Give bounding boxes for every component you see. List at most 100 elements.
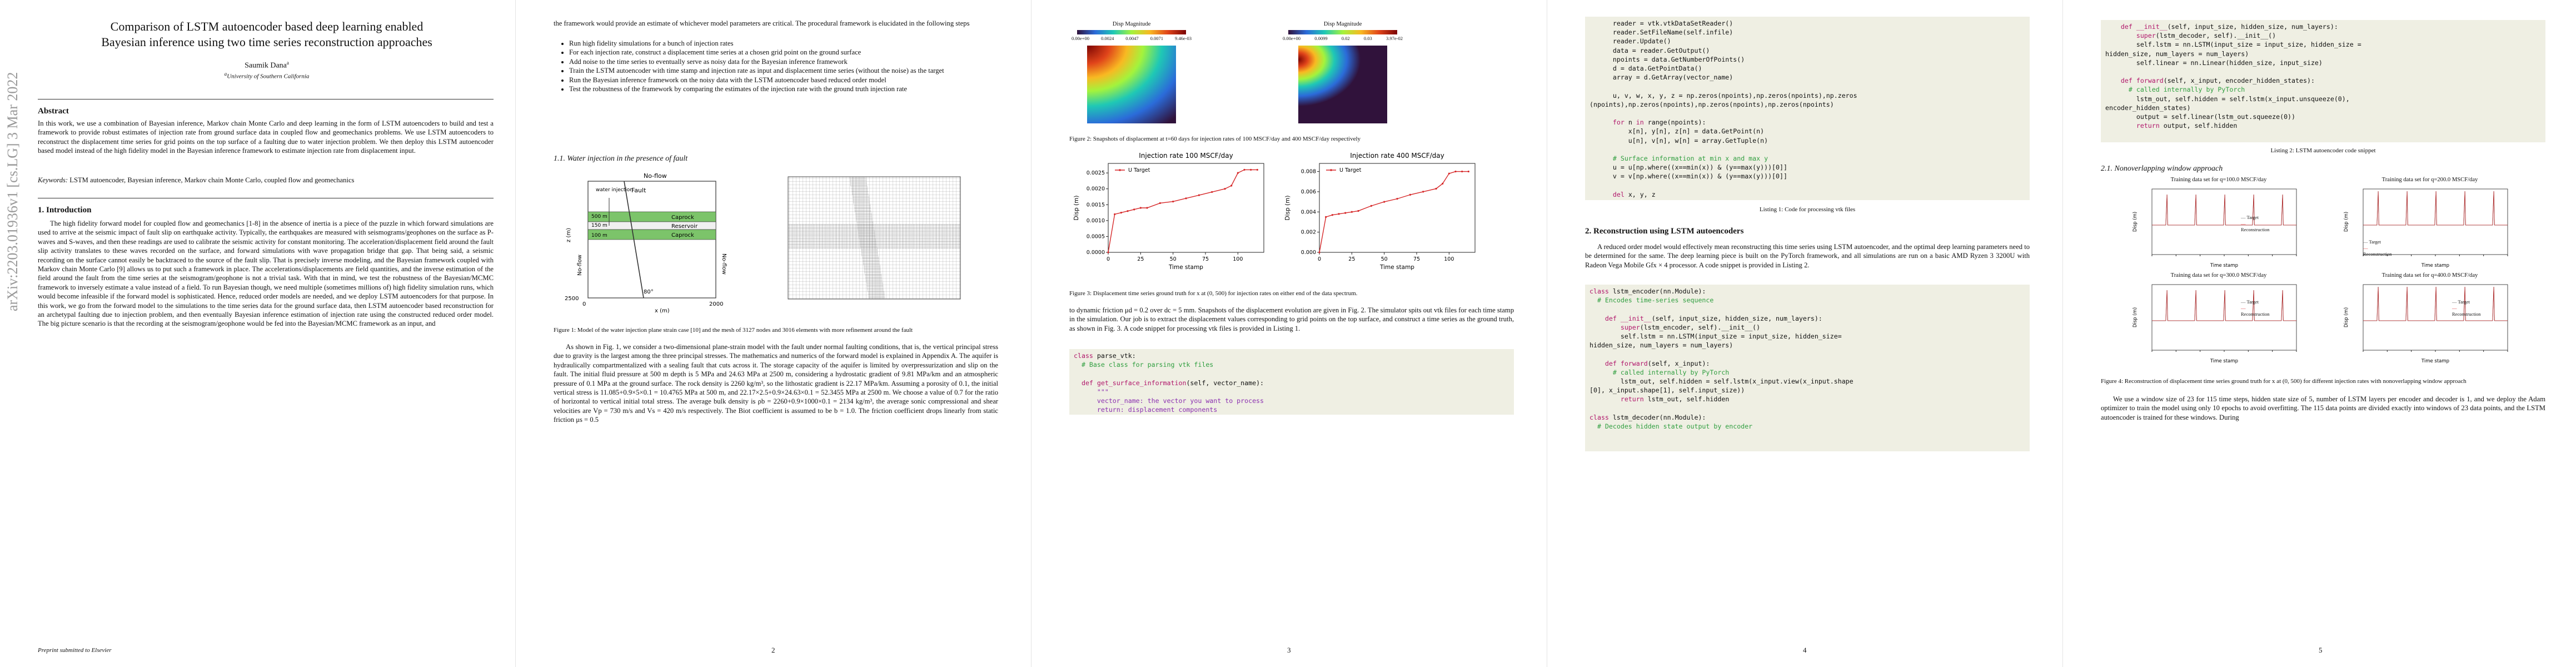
reconstruction-series [2152,194,2296,226]
displacement-snapshot-a [1087,46,1176,123]
list-item: Run high fidelity simulations for a bunc… [569,39,1003,48]
list-item: For each injection rate, construct a dis… [569,48,1003,57]
y-tick-label: 0.0010 [1087,218,1105,224]
code-token: # Decodes hidden state output by encoder [1590,422,1753,431]
code-listing-lstm-decoder: def __init__(self, input_size, hidden_si… [2101,20,2545,142]
y-axis-label: Disp (m) [2132,307,2138,327]
chart-title: Injection rate 400 MSCF/day [1350,152,1444,160]
page-number: 5 [2319,646,2323,654]
code-token: (self, input_size, hidden_size, num_laye… [2167,23,2338,31]
data-point [1448,172,1450,175]
data-point [1250,168,1252,171]
intro-text: The high fidelity forward model for coup… [38,220,494,328]
data-point [1127,210,1129,212]
label-caprock-2: Caprock [671,232,694,238]
code-token: (self, x_input): [1647,359,1710,367]
data-point [1256,168,1258,171]
listing-2-caption: Listing 2: LSTM autoencoder code snippet [2270,147,2376,154]
code-token: parse_vtk: [1097,352,1136,360]
code-token: __init__ [1620,314,1652,322]
label-noflow-right: No-flow [721,253,727,275]
data-point [1461,170,1463,173]
code-token: def [1605,359,1621,367]
snapshot-description: to dynamic friction μd = 0.2 over dc = 5… [1069,306,1514,332]
page-number: 4 [1803,646,1807,654]
data-point [1370,205,1372,207]
code-listing-lstm-encoder: class lstm_encoder(nn.Module): # Encodes… [1585,285,2030,451]
panel-plot: Time stamp Disp (m) [2132,284,2297,364]
code-token: def [1605,314,1621,322]
data-point [1114,213,1116,216]
y-tick-label: 0.0015 [1087,202,1105,208]
data-point [1338,213,1340,215]
plot-frame [2151,284,2297,351]
panel-legend: — Target — Reconstruction [2241,299,2270,317]
label-noflow-left: No-flow [577,255,583,276]
data-point [1396,198,1398,200]
label-2000: 2000 [709,301,723,307]
chart-title: Injection rate 100 MSCF/day [1139,152,1233,160]
x-axis-label: Time stamp [1379,264,1414,271]
code-token [1590,315,1605,322]
list-item: Run the Bayesian inference framework on … [569,76,1003,84]
panel-title: Training data set for q=400.0 MSCF/day [2381,272,2478,278]
data-point [1454,170,1457,173]
code-token: # called internally by PyTorch [1612,368,1730,376]
code-token: return [1620,395,1648,404]
code-token: (self, vector_name): [1186,379,1264,387]
legend-label: U Target [1339,167,1362,173]
series-line [1108,169,1258,253]
x-axis-label: Time stamp [2210,263,2238,268]
colorbar-ticks-b: 0.00e+00 0.0099 0.02 0.03 3.97e-02 [1283,36,1403,41]
reconstruction-series [2363,191,2508,226]
code-token: __init__ [2136,23,2168,31]
data-point [1198,194,1200,196]
code-token: lstm_out, self.hidden [1647,395,1730,404]
y-tick-label: 0.006 [1301,189,1316,195]
x-tick-label: 0 [1107,256,1110,262]
code-token: x, y, z [1628,190,1656,198]
code-token: # Encodes time-series sequence [1597,296,1714,305]
steps-list: Run high fidelity simulations for a bunc… [559,39,1003,93]
x-tick-label: 75 [1413,256,1420,262]
code-token: n [1628,118,1636,127]
data-point [1383,201,1386,203]
data-point [1146,207,1148,209]
x-axis-label: Time stamp [1168,264,1203,271]
x-tick-label: 75 [1202,256,1209,262]
panel-legend: — Target — Reconstruction [2241,215,2270,232]
y-tick-label: 0.008 [1301,169,1316,175]
plot-frame [1319,163,1476,253]
data-point [1467,170,1469,173]
colorbar-ticks-a: 0.00e+00 0.0024 0.0047 0.0071 9.46e-03 [1072,36,1192,41]
code-token: super [1620,323,1640,331]
code-token: lstm_encoder(nn.Module): [1612,287,1706,295]
x-axis-label: Time stamp [2421,359,2449,364]
keywords: Keywords: LSTM autoencoder, Bayesian inf… [38,176,355,184]
panel-title: Training data set for q=100.0 MSCF/day [2170,177,2267,183]
y-axis-label: Disp (m) [2132,212,2138,232]
x-tick-label: 50 [1170,256,1177,262]
figure-3-caption: Figure 3: Displacement time series groun… [1069,290,1358,297]
panel-legend: — Target — Reconstruction [2452,299,2481,317]
x-axis-label: Time stamp [2210,359,2238,364]
abstract-heading: Abstract [38,107,69,116]
label-2500: 2500 [565,296,579,302]
code-token: del [1612,190,1628,198]
panel-title: Training data set for q=200.0 MSCF/day [2381,177,2478,183]
displacement-snapshot-b [1298,46,1387,123]
x-tick-label: 25 [1348,256,1355,262]
page-3: Disp Magnitude 0.00e+00 0.0024 0.0047 0.007… [1032,0,1547,667]
panel-plot: Time stamp Disp (m) [2132,188,2297,268]
y-axis-label: Disp (m) [2344,307,2349,327]
code-token: for [1612,118,1628,127]
chart-injection-100: Injection rate 100 MSCF/day 0 25 50 75 100 0.0… [1073,152,1264,271]
label-500m: 500 m [591,214,607,220]
data-point [1133,208,1135,211]
label-angle: 80° [644,289,654,295]
y-tick-label: 0.004 [1301,209,1316,215]
y-tick-label: 0.0020 [1087,186,1105,192]
page-5: def __init__(self, input_size, hidden_si… [2063,0,2576,667]
code-token: class [1074,352,1097,360]
code-token: lstm_out, self.hidden = self.lstm(x_inpu… [2105,94,2350,121]
